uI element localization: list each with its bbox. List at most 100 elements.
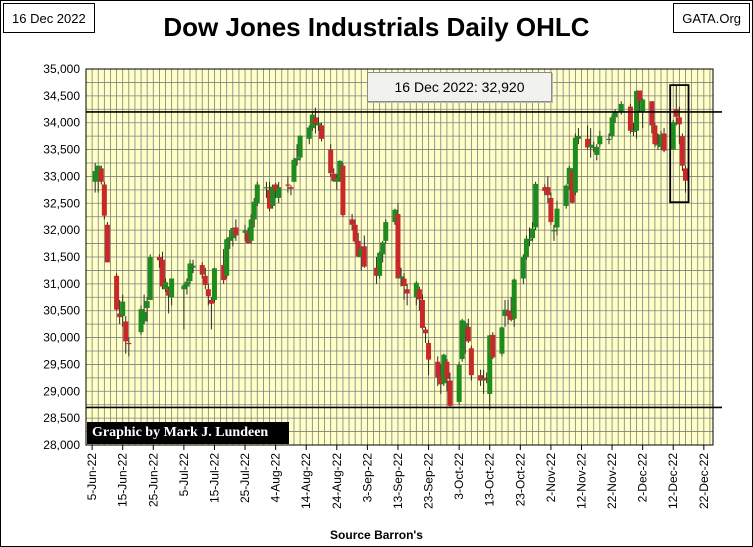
bar-body	[447, 380, 453, 406]
ohlc-bar	[242, 224, 248, 241]
bar-body	[288, 187, 294, 189]
bar-body	[416, 289, 422, 300]
ohlc-bar	[159, 251, 165, 290]
x-tick-label: 25-Jul-22	[238, 453, 252, 503]
ohlc-bar	[634, 90, 640, 139]
ohlc-bar	[588, 128, 594, 158]
ohlc-bar	[123, 316, 129, 354]
ohlc-bar	[438, 364, 444, 394]
ohlc-bar	[114, 273, 120, 311]
ohlc-bar	[334, 173, 340, 190]
bar-body	[187, 263, 193, 282]
y-tick-label: 32,000	[43, 223, 80, 237]
bar-body	[459, 320, 465, 360]
bar-body	[120, 301, 126, 317]
bar-body	[123, 321, 129, 342]
bar-body	[306, 127, 312, 139]
y-tick-label: 33,500	[43, 143, 80, 157]
x-tick-label: 2-Dec-22	[636, 453, 650, 503]
ohlc-bar	[117, 299, 123, 325]
ohlc-bar	[585, 125, 591, 150]
ohlc-bar	[267, 181, 273, 212]
bar-body	[533, 183, 539, 228]
ohlc-bar	[627, 103, 633, 134]
bar-body	[147, 257, 153, 300]
y-tick-label: 32,500	[43, 196, 80, 210]
graphic-credit: Graphic by Mark J. Lundeen	[87, 422, 289, 444]
ohlc-bar	[263, 181, 269, 198]
bar-body	[163, 282, 169, 290]
ohlc-bar	[383, 219, 389, 244]
ohlc-bar	[542, 184, 548, 196]
ohlc-bar	[419, 294, 425, 330]
bar-body	[126, 342, 132, 345]
bar-body	[144, 301, 150, 309]
chart-title: Dow Jones Industrials Daily OHLC	[163, 12, 590, 42]
ohlc-bar	[331, 168, 337, 182]
bar-body	[208, 299, 214, 304]
ohlc-bar	[230, 227, 236, 247]
bar-body	[609, 117, 615, 137]
x-tick-label: 23-Oct-22	[513, 453, 527, 507]
bar-body	[312, 117, 318, 124]
ohlc-bar	[468, 345, 474, 381]
bar-body	[205, 289, 211, 297]
bar-body	[572, 137, 578, 193]
bar-body	[456, 364, 462, 403]
bar-body	[548, 197, 554, 223]
ohlc-bar	[147, 254, 153, 300]
ohlc-bar	[523, 235, 529, 260]
bar-body	[349, 219, 355, 225]
bar-body	[242, 230, 248, 233]
bar-body	[661, 133, 667, 151]
ohlc-bar	[637, 90, 643, 112]
bar-body	[331, 173, 337, 182]
ohlc-bar	[270, 184, 276, 209]
ohlc-bar	[377, 251, 383, 279]
bar-body	[591, 146, 597, 149]
ohlc-bar	[221, 248, 227, 284]
ohlc-bar	[682, 165, 688, 193]
ohlc-bar	[352, 219, 358, 244]
bar-body	[377, 252, 383, 276]
ohlc-bar	[597, 130, 603, 147]
ohlc-bar	[462, 321, 468, 354]
ohlc-bar	[649, 101, 655, 134]
bar-body	[337, 160, 343, 180]
ohlc-bar	[545, 176, 551, 204]
bar-body	[374, 267, 380, 276]
bar-body	[444, 361, 450, 379]
bar-body	[588, 144, 594, 147]
ohlc-bar	[251, 197, 257, 228]
ohlc-bar	[508, 297, 514, 322]
ohlc-bar	[416, 286, 422, 311]
ohlc-bar	[233, 219, 239, 241]
ohlc-bar	[413, 281, 419, 306]
ohlc-bar	[481, 369, 487, 394]
y-tick-label: 34,500	[43, 89, 80, 103]
y-tick-label: 28,000	[43, 438, 80, 452]
ohlc-bar	[484, 372, 490, 384]
bar-body	[309, 114, 315, 129]
bar-body	[159, 259, 165, 287]
x-tick-label: 22-Dec-22	[697, 453, 711, 509]
ohlc-bar	[144, 297, 150, 322]
ohlc-bar	[276, 181, 282, 204]
x-tick-label: 13-Sep-22	[391, 453, 405, 509]
bar-body	[334, 178, 340, 182]
ohlc-bar	[297, 135, 303, 161]
bar-body	[248, 219, 254, 241]
y-tick-label: 30,500	[43, 304, 80, 318]
ohlc-bar	[459, 318, 465, 362]
bar-body	[575, 136, 581, 139]
bar-body	[649, 101, 655, 126]
ohlc-bar	[141, 294, 147, 325]
bar-body	[569, 171, 575, 203]
x-tick-label: 15-Jul-22	[207, 453, 221, 503]
ohlc-bar	[447, 372, 453, 408]
y-tick-label: 29,500	[43, 357, 80, 371]
bar-body	[285, 184, 291, 186]
brand-label: GATA.Org	[673, 3, 750, 33]
ohlc-bar	[273, 182, 279, 198]
bar-body	[640, 99, 646, 112]
